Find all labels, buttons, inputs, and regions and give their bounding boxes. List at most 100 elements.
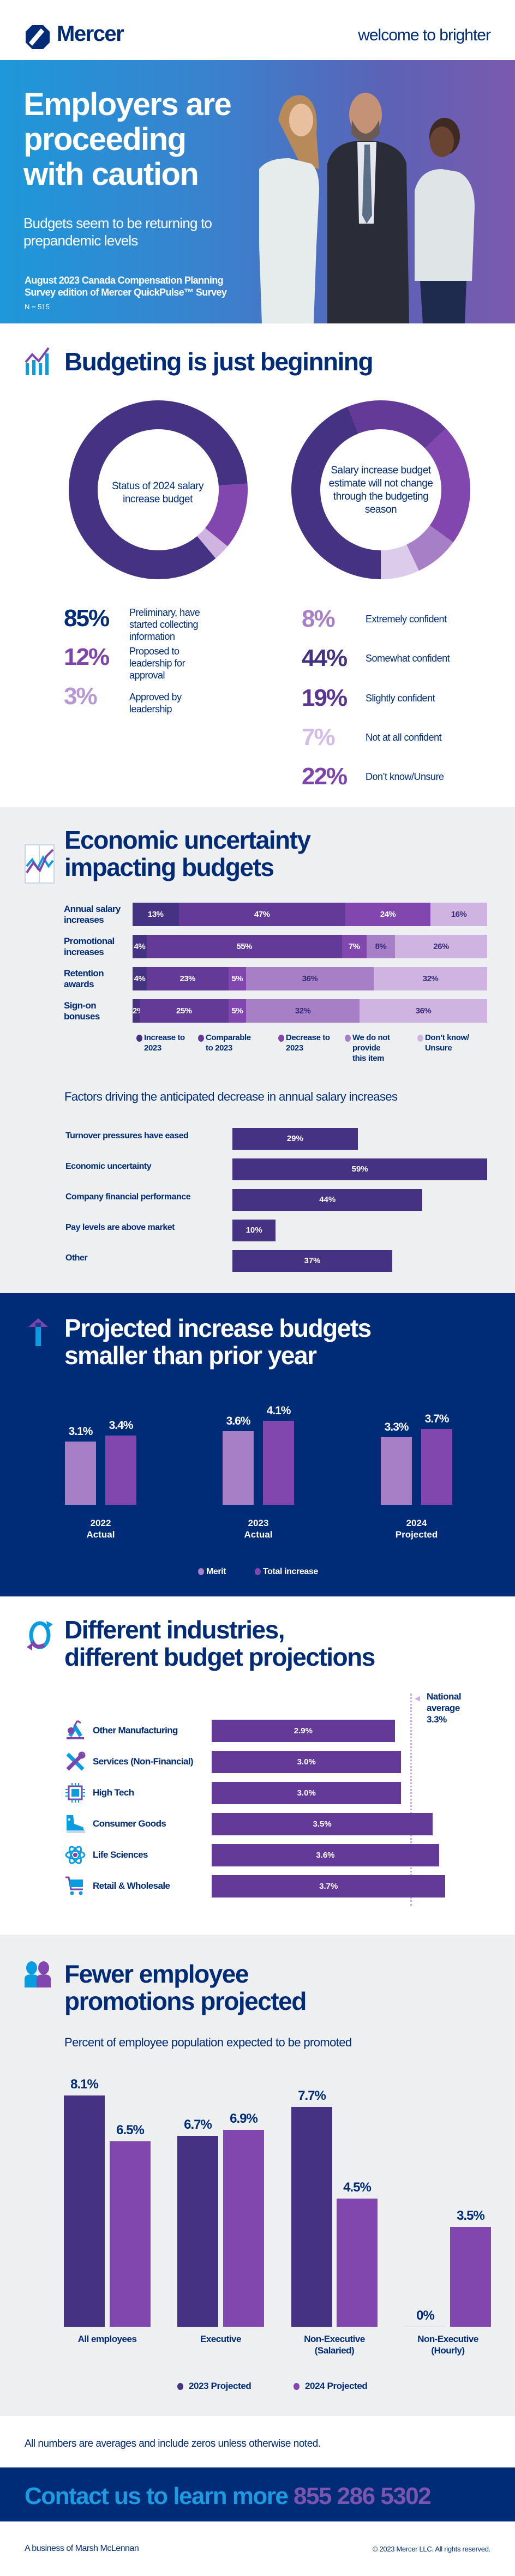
segment-value-label: 5% <box>231 1006 243 1016</box>
promotion-bar <box>450 2226 491 2327</box>
section-title-economic: Economic uncertainty impacting budgets <box>64 826 311 881</box>
section-title-industries: Different industries, different budget p… <box>64 1616 375 1671</box>
industry-value-label: 3.7% <box>319 1882 338 1891</box>
bar-value-label: 4.1% <box>266 1404 291 1418</box>
phone-number[interactable]: 855 286 5302 <box>294 2483 432 2509</box>
category-label-line: Actual <box>86 1529 115 1540</box>
factor-value-label: 29% <box>286 1134 303 1143</box>
industry-label: Other Manufacturing <box>93 1725 178 1736</box>
industry-label: High Tech <box>93 1787 134 1798</box>
legend-label: Increase to 2023 <box>144 1033 185 1053</box>
segment-value-label: 55% <box>236 942 253 951</box>
category-label-line: (Hourly) <box>431 2345 465 2356</box>
row-label: Annual salary increases <box>64 904 121 925</box>
copyright: © 2023 Mercer LLC. All rights reserved. <box>372 2545 490 2553</box>
stat-percent: 12% <box>64 644 110 670</box>
legend-label: 2023 Projected <box>189 2381 251 2391</box>
industry-bar <box>212 1813 433 1835</box>
segment-value-label: 36% <box>415 1006 432 1016</box>
factor-label: Economic uncertainty <box>65 1162 152 1171</box>
row-label: Promotional increases <box>64 936 115 957</box>
stacked-bar-segment <box>228 967 246 990</box>
industry-bar <box>212 1751 402 1773</box>
factor-bar <box>232 1128 358 1150</box>
footnote: All numbers are averages and include zer… <box>25 2438 321 2449</box>
stacked-bar-segment <box>345 903 430 926</box>
title-line: Projected increase budgets <box>64 1314 372 1342</box>
factor-value-label: 44% <box>319 1195 336 1204</box>
industry-label: Retail & Wholesale <box>93 1881 170 1891</box>
header: Mercer welcome to brighter <box>0 0 515 60</box>
stat-label: Approved by leadership <box>129 692 182 714</box>
segment-value-label: 24% <box>380 910 396 919</box>
legend-label: 2024 Projected <box>305 2381 368 2391</box>
bar-value-label: 6.5% <box>116 2123 145 2138</box>
promotion-bar <box>291 2107 332 2327</box>
hero-title-line: Employers are <box>23 87 232 122</box>
hero-photo-people <box>259 93 475 323</box>
bar-value-label: 0% <box>416 2308 435 2323</box>
factor-bar <box>232 1158 488 1180</box>
hero-title: Employers are proceeding with caution <box>23 87 232 192</box>
industry-bar <box>212 1875 446 1898</box>
legend-label: Decrease to 2023 <box>286 1033 330 1053</box>
factor-bar <box>232 1189 423 1211</box>
stacked-bar-segment <box>246 967 374 990</box>
stat-percent: 3% <box>64 683 98 710</box>
contact-text-wrap: Contact us to learn more 855 286 5302 <box>25 2483 432 2510</box>
legend-dot <box>136 1035 142 1042</box>
stacked-bar-segment <box>374 967 487 990</box>
promotion-bar <box>337 2198 378 2327</box>
bar-value-label: 6.7% <box>184 2117 212 2132</box>
legend-dot <box>198 1568 204 1575</box>
industry-value-label: 3.0% <box>297 1788 316 1798</box>
stat-percent: 19% <box>302 684 348 711</box>
donut-slice <box>291 406 381 579</box>
donut-slice <box>381 544 419 579</box>
factor-label: Turnover pressures have eased <box>65 1131 189 1140</box>
promotion-bar <box>405 2326 446 2327</box>
stat-label: Not at all confident <box>366 732 442 743</box>
bar-value-label: 3.1% <box>68 1425 93 1438</box>
projected-bar <box>381 1437 412 1505</box>
industry-value-label: 3.0% <box>297 1757 316 1767</box>
cart-icon <box>65 1876 83 1895</box>
category-label-line: 2024 <box>406 1518 427 1528</box>
contact-banner[interactable]: Contact us to learn more 855 286 5302 <box>0 2467 515 2521</box>
factor-label: Pay levels are above market <box>65 1223 175 1232</box>
stacked-bar-segment <box>395 935 487 958</box>
category-label-line: 2023 <box>248 1518 269 1528</box>
stacked-bar-segment <box>133 967 147 990</box>
tools-icon <box>66 1751 86 1771</box>
legend-dot <box>294 2383 300 2390</box>
factor-label: Other <box>65 1253 88 1263</box>
promotion-bar <box>64 2095 105 2327</box>
bar-value-label: 7.7% <box>298 2088 326 2104</box>
industry-bar <box>212 1720 395 1742</box>
stat-percent: 85% <box>64 605 110 632</box>
label-line: average <box>427 1703 460 1713</box>
row-label: Sign-on bonuses <box>64 1000 100 1022</box>
line-chart-icon <box>25 844 55 884</box>
business-note: A business of Marsh McLennan <box>25 2544 139 2553</box>
promotion-bar <box>177 2135 218 2327</box>
robot-arm-icon <box>67 1720 84 1739</box>
legend-dot <box>255 1568 261 1575</box>
hero-title-line: proceeding <box>23 122 187 157</box>
bar-value-label: 6.9% <box>230 2111 258 2127</box>
stacked-bar-segment <box>246 999 360 1023</box>
section-title-projected: Projected increase budgets smaller than … <box>64 1314 372 1369</box>
tagline: welcome to brighter <box>358 26 491 44</box>
industry-label: Life Sciences <box>93 1850 148 1860</box>
stacked-bar-segment <box>147 967 229 990</box>
stat-percent: 8% <box>302 605 336 632</box>
factors-title: Factors driving the anticipated decrease… <box>64 1090 398 1103</box>
arrow-up-icon <box>28 1318 48 1346</box>
segment-value-label: 2% <box>133 1006 144 1016</box>
stat-label: Extremely confident <box>366 614 447 625</box>
title-line: promotions projected <box>64 1987 307 2015</box>
section-economic <box>0 807 515 1293</box>
sample-size: N = 515 <box>25 303 50 311</box>
legend-dot <box>278 1035 284 1042</box>
donut-center-label: Status of 2024 salary increase budget <box>112 481 204 505</box>
